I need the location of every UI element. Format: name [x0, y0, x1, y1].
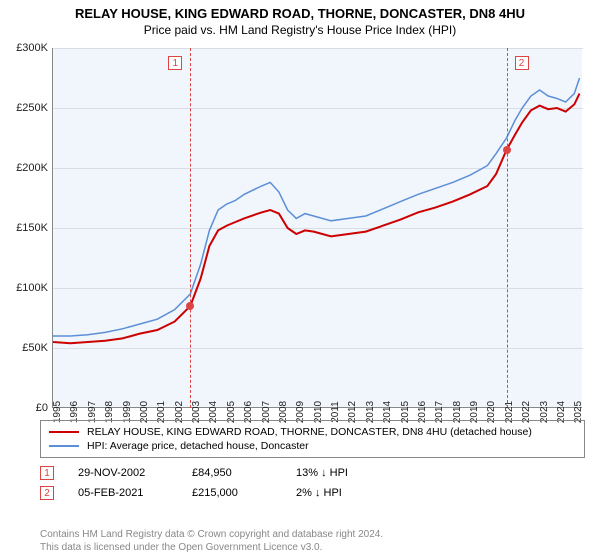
y-axis-label: £300K [16, 42, 48, 54]
legend-row: RELAY HOUSE, KING EDWARD ROAD, THORNE, D… [49, 425, 576, 439]
legend-row: HPI: Average price, detached house, Donc… [49, 439, 576, 453]
y-axis-label: £100K [16, 282, 48, 294]
info-cell: 05-FEB-2021 [78, 487, 168, 499]
info-cell: £215,000 [192, 487, 272, 499]
footer-text: Contains HM Land Registry data © Crown c… [40, 528, 383, 554]
info-cell: 29-NOV-2002 [78, 467, 168, 479]
marker-dot-2 [503, 146, 511, 154]
legend-label: RELAY HOUSE, KING EDWARD ROAD, THORNE, D… [87, 426, 532, 438]
marker-box-1: 1 [168, 56, 182, 70]
chart-lines [53, 48, 583, 408]
y-axis-label: £0 [36, 402, 48, 414]
chart-container: 12 £0£50K£100K£150K£200K£250K£300K199519… [52, 48, 582, 408]
y-axis-label: £250K [16, 102, 48, 114]
series-property [53, 94, 580, 344]
info-cell: £84,950 [192, 467, 272, 479]
marker-dot-1 [186, 302, 194, 310]
marker-line-2 [507, 48, 508, 408]
footer-line1: Contains HM Land Registry data © Crown c… [40, 528, 383, 541]
info-cell: 13% ↓ HPI [296, 467, 386, 479]
legend-label: HPI: Average price, detached house, Donc… [87, 440, 309, 452]
info-marker-2: 2 [40, 486, 54, 500]
plot-area: 12 [52, 48, 582, 408]
info-row: 2 05-FEB-2021 £215,000 2% ↓ HPI [40, 486, 585, 500]
info-row: 1 29-NOV-2002 £84,950 13% ↓ HPI [40, 466, 585, 480]
marker-box-2: 2 [515, 56, 529, 70]
legend: RELAY HOUSE, KING EDWARD ROAD, THORNE, D… [40, 420, 585, 458]
chart-title: RELAY HOUSE, KING EDWARD ROAD, THORNE, D… [0, 0, 600, 21]
legend-swatch [49, 431, 79, 434]
legend-swatch [49, 445, 79, 447]
marker-line-1 [190, 48, 191, 408]
info-marker-1: 1 [40, 466, 54, 480]
y-axis-label: £200K [16, 162, 48, 174]
series-hpi [53, 78, 580, 336]
y-axis-label: £50K [22, 342, 48, 354]
info-cell: 2% ↓ HPI [296, 487, 386, 499]
y-axis-label: £150K [16, 222, 48, 234]
footer-line2: This data is licensed under the Open Gov… [40, 541, 383, 554]
chart-subtitle: Price paid vs. HM Land Registry's House … [0, 21, 600, 37]
transaction-info: 1 29-NOV-2002 £84,950 13% ↓ HPI 2 05-FEB-2021… [40, 466, 585, 500]
